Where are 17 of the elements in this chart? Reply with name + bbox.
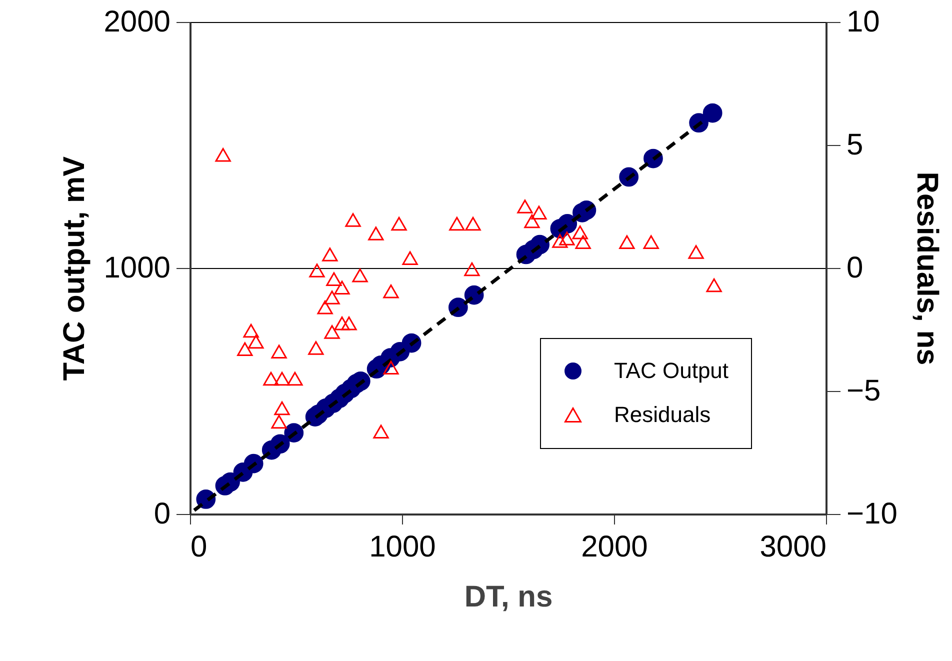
- y2-tick-label: 5: [846, 128, 864, 162]
- y2-tick-label: −10: [846, 498, 898, 530]
- legend-label: Residuals: [614, 402, 711, 427]
- y-axis-title: TAC output, mV: [58, 156, 91, 381]
- y-tick-label: 0: [154, 498, 170, 530]
- y2-tick-label: 10: [846, 6, 880, 38]
- y2-axis-title: Residuals, ns: [910, 172, 944, 366]
- x-tick-label: 1000: [369, 530, 436, 564]
- x-tick-label: 0: [190, 530, 208, 564]
- y-tick-label: 1000: [104, 252, 170, 284]
- y2-tick-label: 0: [846, 252, 864, 284]
- y-tick-label: 2000: [104, 6, 170, 38]
- x-tick-label: 2000: [581, 530, 648, 564]
- legend-label: TAC Output: [614, 358, 729, 383]
- x-axis-title: DT, ns: [464, 580, 553, 614]
- y2-tick-label: −5: [846, 374, 881, 408]
- x-tick-label: 3000: [760, 530, 826, 564]
